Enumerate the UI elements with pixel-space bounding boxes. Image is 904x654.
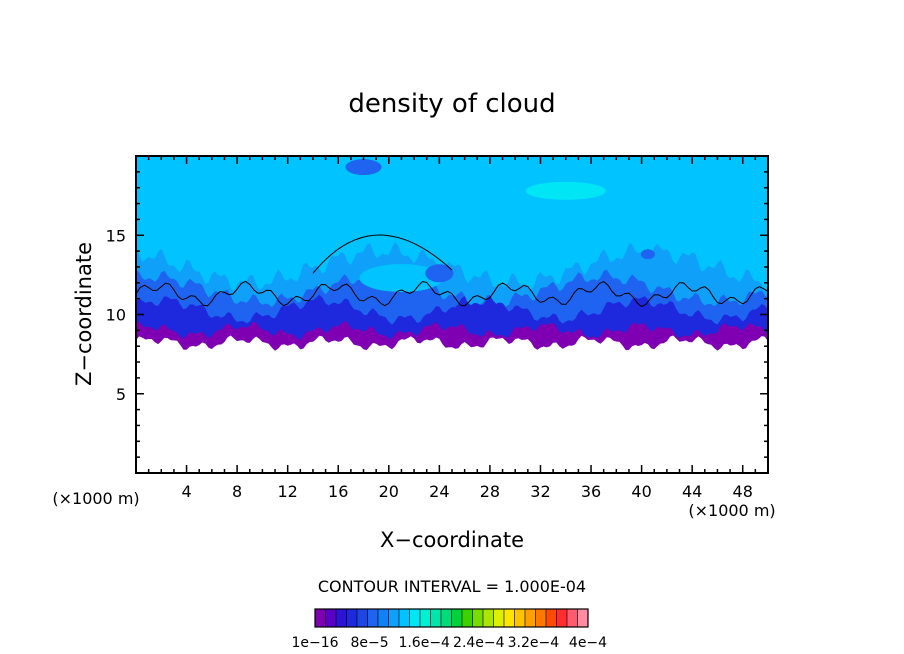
y-axis-label: Z−coordinate: [72, 242, 96, 386]
colorbar-label: 3.2e−4: [508, 635, 560, 651]
x-tick-label: 36: [581, 482, 601, 501]
colorbar-swatch: [398, 608, 410, 628]
cloud-density-field: [136, 156, 768, 473]
colorbar-swatch: [377, 608, 389, 628]
colorbar-label: 4e−4: [569, 635, 607, 651]
cloud-feature: [345, 159, 382, 176]
colorbar-swatch: [503, 608, 515, 628]
x-tick-label: 28: [480, 482, 500, 501]
x-tick-label: 12: [278, 482, 298, 501]
x-axis-label: X−coordinate: [380, 528, 524, 552]
colorbar-swatch: [482, 608, 494, 628]
y-tick-label: 15: [106, 226, 126, 245]
x-unit-right: (×1000 m): [688, 501, 775, 520]
x-tick-label: 40: [631, 482, 651, 501]
colorbar-swatch: [577, 608, 589, 628]
y-tick-labels: 5 10 15: [106, 226, 126, 404]
colorbar-swatch: [409, 608, 421, 628]
y-tick-label: 5: [116, 385, 126, 404]
colorbar-label: 1e−16: [291, 635, 338, 651]
x-tick-label: 48: [733, 482, 753, 501]
x-tick-label: 20: [379, 482, 399, 501]
colorbar-label: 8e−5: [351, 635, 389, 651]
colorbar-swatch: [556, 608, 568, 628]
colorbar-swatch: [566, 608, 578, 628]
colorbar-swatch: [430, 608, 442, 628]
colorbar-labels: 1e−16 8e−5 1.6e−4 2.4e−4 3.2e−4 4e−4: [291, 635, 607, 651]
x-tick-label: 8: [232, 482, 242, 501]
colorbar-swatch: [325, 608, 337, 628]
contour-line: [136, 280, 768, 308]
colorbar-swatch: [388, 608, 400, 628]
x-unit-left: (×1000 m): [52, 489, 139, 508]
colorbar-swatch: [440, 608, 452, 628]
colorbar-swatch: [346, 608, 358, 628]
colorbar-swatch: [335, 608, 347, 628]
cloud-feature: [525, 181, 606, 200]
colorbar-swatch: [493, 608, 505, 628]
x-tick-label: 4: [181, 482, 191, 501]
cloud-feature: [640, 249, 655, 260]
cloud-feature: [425, 264, 454, 283]
y-tick-label: 10: [106, 306, 126, 325]
colorbar-swatch: [419, 608, 431, 628]
x-tick-label: 24: [429, 482, 449, 501]
x-tick-label: 16: [328, 482, 348, 501]
x-tick-label: 32: [530, 482, 550, 501]
colorbar-label: 1.6e−4: [398, 635, 450, 651]
colorbar-swatch: [461, 608, 473, 628]
contour-lines: [136, 234, 768, 308]
chart-title: density of cloud: [348, 89, 555, 119]
band-top: [136, 156, 768, 292]
cloud-feature: [359, 264, 444, 293]
colorbar-swatch: [514, 608, 526, 628]
colorbar-label: 2.4e−4: [453, 635, 505, 651]
colorbar-swatch: [314, 608, 326, 628]
colorbar-swatch: [356, 608, 368, 628]
colorbar-swatch: [535, 608, 547, 628]
colorbar-swatch: [367, 608, 379, 628]
contour-line: [312, 234, 453, 274]
contour-interval-text: CONTOUR INTERVAL = 1.000E-04: [318, 577, 586, 596]
x-tick-labels: 4 8 12 16 20 24 28 32 36 40 44 48: [181, 482, 752, 501]
colorbar-swatch: [524, 608, 536, 628]
axis-ticks: [136, 156, 768, 473]
colorbar: [314, 608, 589, 628]
colorbar-swatch: [451, 608, 463, 628]
colorbar-frame: [314, 608, 589, 628]
x-tick-label: 44: [682, 482, 702, 501]
colorbar-swatch: [472, 608, 484, 628]
colorbar-swatch: [545, 608, 557, 628]
